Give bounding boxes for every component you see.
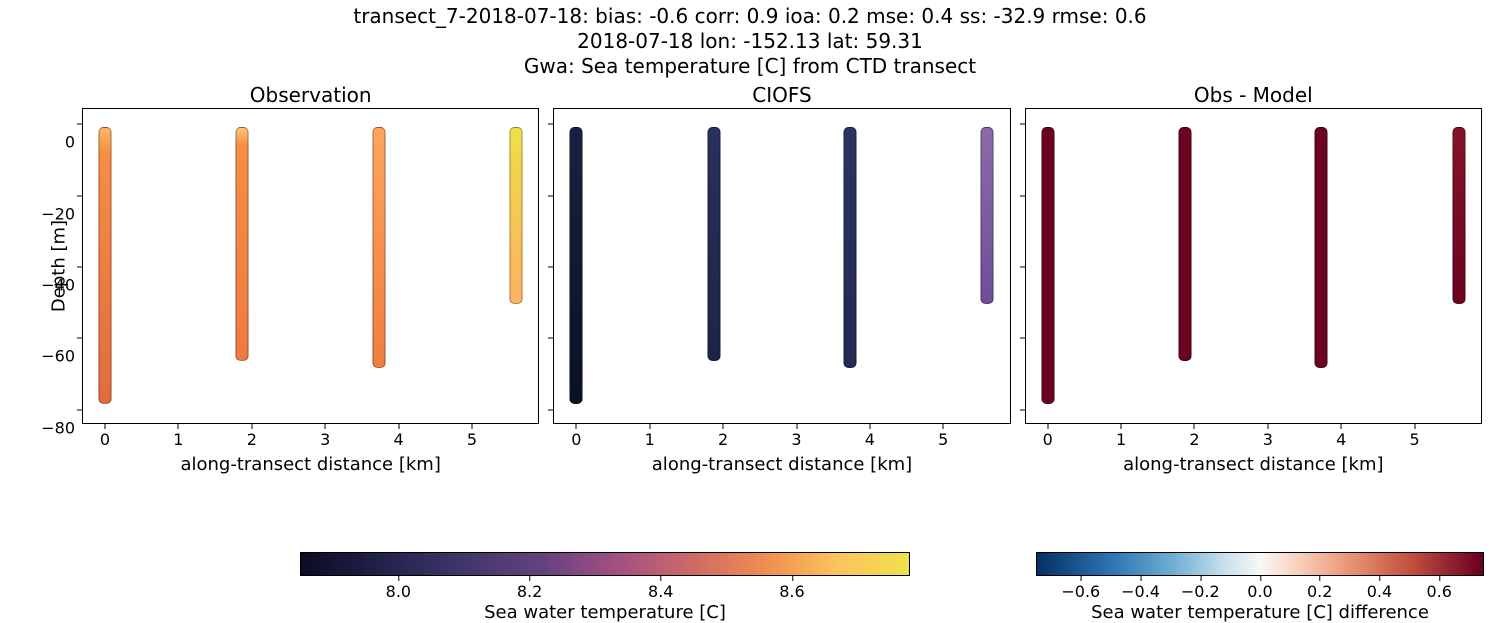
title-line-1: transect_7-2018-07-18: bias: -0.6 corr: … — [0, 4, 1500, 29]
x-tick-label: 1 — [1116, 430, 1126, 449]
y-tick-label: −20 — [39, 204, 75, 223]
panel-observation: Observation Depth [m] along-transect dis… — [82, 108, 539, 424]
colorbar-main-bar — [300, 552, 910, 576]
colorbar-diff-label: Sea water temperature [C] difference — [1036, 602, 1484, 623]
ctd-profile — [844, 127, 857, 368]
y-tick-label: −60 — [39, 347, 75, 366]
colorbar-tick: 8.0 — [386, 576, 411, 601]
x-tick-label: 3 — [1263, 430, 1273, 449]
ctd-profile — [570, 127, 583, 404]
figure-suptitle: transect_7-2018-07-18: bias: -0.6 corr: … — [0, 0, 1500, 79]
title-line-3: Gwa: Sea temperature [C] from CTD transe… — [0, 54, 1500, 79]
y-tick-label: −80 — [39, 418, 75, 437]
plot-area-observation — [83, 109, 538, 423]
ctd-profile — [1041, 127, 1054, 404]
ctd-profile — [236, 127, 249, 361]
x-tick-label: 0 — [1043, 430, 1053, 449]
ctd-profile — [1178, 127, 1191, 361]
x-tick-label: 5 — [1410, 430, 1420, 449]
y-axis-label: Depth [m] — [49, 220, 70, 312]
title-line-2: 2018-07-18 lon: -152.13 lat: 59.31 — [0, 29, 1500, 54]
colorbar-diff-bar — [1036, 552, 1484, 576]
plot-area-diff — [1026, 109, 1481, 423]
x-tick-label: 5 — [938, 430, 948, 449]
panels-row: Observation Depth [m] along-transect dis… — [82, 108, 1482, 424]
ctd-profile — [372, 127, 385, 368]
x-axis-label-2: along-transect distance [km] — [1026, 454, 1481, 475]
colorbar-tick: 0.6 — [1426, 576, 1451, 601]
colorbar-tick: −0.6 — [1061, 576, 1100, 601]
y-tick-label: 0 — [39, 133, 75, 152]
colorbar-tick: 0.4 — [1367, 576, 1392, 601]
x-tick-label: 5 — [467, 430, 477, 449]
x-tick-label: 1 — [173, 430, 183, 449]
x-tick-label: 3 — [320, 430, 330, 449]
x-tick-label: 4 — [865, 430, 875, 449]
x-tick-label: 4 — [393, 430, 403, 449]
x-tick-label: 2 — [1189, 430, 1199, 449]
colorbar-tick: −0.2 — [1181, 576, 1220, 601]
x-tick-label: 2 — [247, 430, 257, 449]
ctd-profile — [1315, 127, 1328, 368]
ctd-profile — [981, 127, 994, 304]
panel-ciofs: CIOFS along-transect distance [km] 01234… — [553, 108, 1010, 424]
colorbar-diff: Sea water temperature [C] difference −0.… — [1036, 552, 1484, 576]
colorbar-tick: 0.0 — [1247, 576, 1272, 601]
y-tick-label: −40 — [39, 276, 75, 295]
colorbar-main: Sea water temperature [C] 8.08.28.48.6 — [300, 552, 910, 576]
colorbar-tick: 0.2 — [1307, 576, 1332, 601]
x-axis-label-0: along-transect distance [km] — [83, 454, 538, 475]
colorbar-tick: −0.4 — [1121, 576, 1160, 601]
colorbar-main-label: Sea water temperature [C] — [300, 602, 910, 623]
panel-title-diff: Obs - Model — [1026, 83, 1481, 107]
ctd-profile — [707, 127, 720, 361]
x-axis-label-1: along-transect distance [km] — [554, 454, 1009, 475]
ctd-profile — [99, 127, 112, 404]
x-tick-label: 3 — [791, 430, 801, 449]
x-tick-label: 1 — [645, 430, 655, 449]
colorbar-tick: 8.4 — [648, 576, 673, 601]
panel-diff: Obs - Model along-transect distance [km]… — [1025, 108, 1482, 424]
x-tick-label: 4 — [1336, 430, 1346, 449]
plot-area-ciofs — [554, 109, 1009, 423]
x-tick-label: 2 — [718, 430, 728, 449]
colorbar-tick: 8.2 — [517, 576, 542, 601]
x-tick-label: 0 — [571, 430, 581, 449]
panel-title-observation: Observation — [83, 83, 538, 107]
ctd-profile — [509, 127, 522, 304]
colorbar-tick: 8.6 — [779, 576, 804, 601]
panel-title-ciofs: CIOFS — [554, 83, 1009, 107]
ctd-profile — [1452, 127, 1465, 304]
x-tick-label: 0 — [100, 430, 110, 449]
